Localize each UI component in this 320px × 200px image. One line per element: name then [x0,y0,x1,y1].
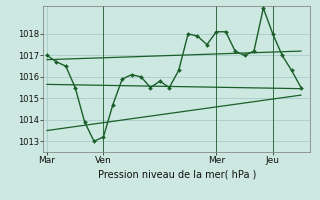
X-axis label: Pression niveau de la mer( hPa ): Pression niveau de la mer( hPa ) [98,169,256,179]
